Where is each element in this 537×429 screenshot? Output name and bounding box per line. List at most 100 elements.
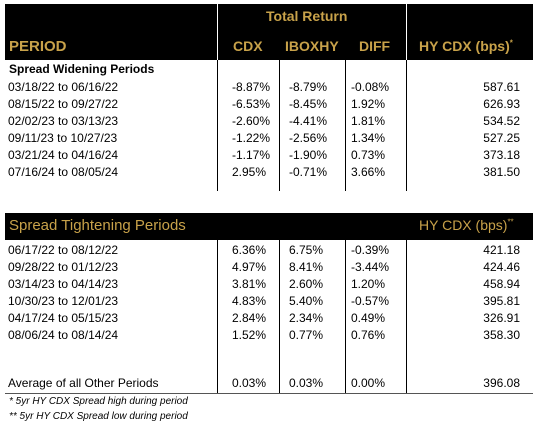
row-cdx: -8.87%	[232, 80, 271, 94]
widening-section-title: Spread Widening Periods	[9, 62, 155, 76]
row-iboxhy: -0.71%	[289, 165, 328, 179]
average-label: Average of all Other Periods	[8, 376, 159, 390]
row-iboxhy: -8.79%	[289, 80, 328, 94]
table-row: 06/17/22 to 08/12/22 6.36% 6.75% -0.39% 421.…	[0, 242, 537, 259]
iboxhy-heading: IBOXHY	[285, 38, 339, 54]
row-diff: -0.57%	[351, 294, 390, 308]
row-iboxhy: 2.60%	[289, 277, 324, 291]
table-row: 03/21/24 to 04/16/24 -1.17% -1.90% 0.73% 373…	[0, 147, 537, 164]
table-row: 03/18/22 to 06/16/22 -8.87% -8.79% -0.08% 58…	[0, 79, 537, 96]
tightening-header-band	[5, 213, 533, 240]
row-hy-cdx: 424.46	[483, 260, 520, 274]
row-period: 06/17/22 to 08/12/22	[8, 243, 119, 257]
header-divider	[217, 4, 218, 60]
average-hy-cdx: 396.08	[483, 376, 520, 390]
row-iboxhy: -2.56%	[289, 131, 328, 145]
row-hy-cdx: 326.91	[483, 311, 520, 325]
row-diff: 0.73%	[351, 148, 386, 162]
cdx-heading: CDX	[233, 38, 263, 54]
total-return-heading: Total Return	[266, 8, 348, 24]
row-cdx: -6.53%	[232, 97, 271, 111]
row-cdx: 2.95%	[232, 165, 267, 179]
diff-heading: DIFF	[359, 38, 391, 54]
row-hy-cdx: 527.25	[483, 131, 520, 145]
period-heading: PERIOD	[9, 38, 67, 55]
column-divider	[345, 240, 346, 393]
table-row: 09/28/22 to 01/12/23 4.97% 8.41% -3.44% 424.…	[0, 259, 537, 276]
row-hy-cdx: 587.61	[483, 80, 520, 94]
row-diff: -0.08%	[351, 80, 390, 94]
row-hy-cdx: 381.50	[483, 165, 520, 179]
header-band-top	[5, 4, 533, 32]
row-diff: 0.49%	[351, 311, 386, 325]
table-row: 04/17/24 to 05/15/23 2.84% 2.34% 0.49% 326.9…	[0, 310, 537, 327]
tightening-hy-cdx-heading: HY CDX (bps)**	[419, 217, 514, 233]
row-hy-cdx: 358.30	[483, 328, 520, 342]
column-divider	[406, 240, 407, 393]
footnote-marker: *	[509, 38, 513, 48]
row-cdx: -2.60%	[232, 114, 271, 128]
row-cdx: 3.81%	[232, 277, 267, 291]
header-divider	[406, 4, 407, 60]
row-hy-cdx: 395.81	[483, 294, 520, 308]
column-divider	[217, 60, 218, 191]
row-cdx: 4.83%	[232, 294, 267, 308]
row-iboxhy: 6.75%	[289, 243, 324, 257]
table-row: 03/14/23 to 04/14/23 3.81% 2.60% 1.20% 458.9…	[0, 276, 537, 293]
table-row: 10/30/23 to 12/01/23 4.83% 5.40% -0.57% 395.…	[0, 293, 537, 310]
row-period: 03/18/22 to 06/16/22	[8, 80, 119, 94]
average-diff: 0.00%	[351, 376, 386, 390]
row-cdx: -1.17%	[232, 148, 271, 162]
row-iboxhy: 8.41%	[289, 260, 324, 274]
row-diff: 3.66%	[351, 165, 386, 179]
table-row: 09/11/23 to 10/27/23 -1.22% -2.56% 1.34% 527…	[0, 130, 537, 147]
row-diff: 1.92%	[351, 97, 386, 111]
row-hy-cdx: 373.18	[483, 148, 520, 162]
row-iboxhy: -4.41%	[289, 114, 328, 128]
column-divider	[279, 60, 280, 191]
row-cdx: 1.52%	[232, 328, 267, 342]
average-iboxhy: 0.03%	[289, 376, 324, 390]
row-period: 09/11/23 to 10/27/23	[8, 131, 118, 145]
table-row: 02/02/23 to 03/13/23 -2.60% -4.41% 1.81% 534…	[0, 113, 537, 130]
table-bottom-rule	[5, 393, 533, 394]
row-iboxhy: 5.40%	[289, 294, 324, 308]
row-hy-cdx: 458.94	[483, 277, 520, 291]
table-row: 07/16/24 to 08/05/24 2.95% -0.71% 3.66% 381.…	[0, 164, 537, 181]
footnote-low: ** 5yr HY CDX Spread low during period	[9, 411, 188, 422]
table-row: 08/15/22 to 09/27/22 -6.53% -8.45% 1.92% 626…	[0, 96, 537, 113]
row-period: 09/28/22 to 01/12/23	[8, 260, 119, 274]
row-cdx: 2.84%	[232, 311, 267, 325]
row-hy-cdx: 421.18	[483, 243, 520, 257]
row-diff: -0.39%	[351, 243, 390, 257]
footnote-marker: **	[507, 217, 514, 227]
table-row: 08/06/24 to 08/14/24 1.52% 0.77% 0.76% 358.3…	[0, 327, 537, 344]
row-diff: 0.76%	[351, 328, 386, 342]
column-divider	[217, 240, 218, 393]
column-divider	[345, 60, 346, 191]
row-period: 03/14/23 to 04/14/23	[8, 277, 119, 291]
column-divider	[406, 60, 407, 191]
average-row: Average of all Other Periods 0.03% 0.03%…	[0, 375, 537, 392]
row-iboxhy: 2.34%	[289, 311, 324, 325]
row-cdx: 4.97%	[232, 260, 267, 274]
row-period: 07/16/24 to 08/05/24	[8, 165, 119, 179]
row-diff: 1.81%	[351, 114, 386, 128]
row-period: 10/30/23 to 12/01/23	[8, 294, 119, 308]
hy-cdx-heading: HY CDX (bps)*	[419, 38, 513, 54]
row-cdx: -1.22%	[232, 131, 271, 145]
row-iboxhy: 0.77%	[289, 328, 324, 342]
row-iboxhy: -1.90%	[289, 148, 328, 162]
average-cdx: 0.03%	[232, 376, 267, 390]
row-period: 02/02/23 to 03/13/23	[8, 114, 119, 128]
row-hy-cdx: 626.93	[483, 97, 520, 111]
row-period: 08/15/22 to 09/27/22	[8, 97, 119, 111]
header-band-bottom	[5, 32, 533, 60]
footnote-high: * 5yr HY CDX Spread high during period	[9, 396, 188, 407]
row-hy-cdx: 534.52	[483, 114, 520, 128]
row-period: 04/17/24 to 05/15/23	[8, 311, 119, 325]
row-iboxhy: -8.45%	[289, 97, 328, 111]
tightening-section-title: Spread Tightening Periods	[9, 217, 186, 234]
column-divider	[279, 240, 280, 393]
row-period: 03/21/24 to 04/16/24	[8, 148, 119, 162]
